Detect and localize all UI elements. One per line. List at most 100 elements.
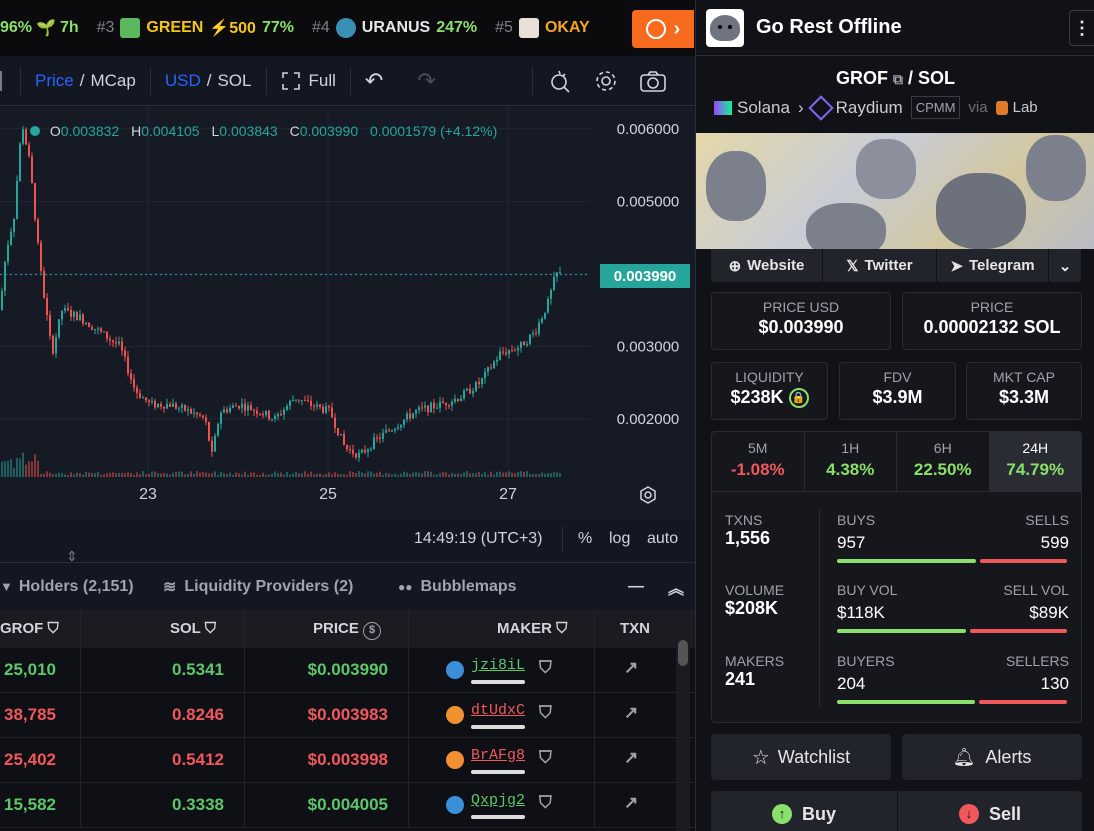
dex-link[interactable]: Raydium	[835, 97, 903, 117]
candle-body	[265, 410, 267, 416]
table-row[interactable]: 15,582 0.3338 $0.004005 Qxpjg2 ⛉ ↗	[0, 783, 695, 828]
redo-icon[interactable]: ↷	[417, 67, 436, 93]
candle-body	[19, 143, 21, 181]
candle-body	[172, 403, 174, 407]
col-maker[interactable]: MAKER ⛉	[497, 620, 568, 637]
filter-icon[interactable]: ⛉	[539, 793, 552, 812]
tab-liquidity-providers[interactable]: ≋ Liquidity Providers (2)	[163, 577, 353, 597]
collapse-icon[interactable]: ︽	[668, 580, 685, 598]
fullscreen-button[interactable]: Full	[281, 71, 336, 91]
table-row[interactable]: 38,785 0.8246 $0.003983 dtUdxC ⛉ ↗	[0, 693, 695, 738]
sol-toggle[interactable]: SOL	[217, 70, 252, 90]
candlestick-chart[interactable]: 0.006000 0.005000 0.003000 0.002000 23 25 27	[0, 107, 695, 520]
undo-icon[interactable]: ↶	[364, 67, 384, 93]
external-link-icon[interactable]: ↗	[624, 658, 639, 677]
drag-handle-icon[interactable]	[0, 70, 6, 91]
volume-bar	[283, 474, 285, 477]
log-scale-toggle[interactable]: log	[609, 530, 631, 547]
col-price[interactable]: PRICE $	[313, 620, 382, 640]
candle-body	[235, 405, 237, 407]
twitter-button[interactable]: 𝕏 Twitter	[823, 249, 937, 282]
maker-avatar-icon	[446, 751, 464, 769]
volume-bar	[40, 473, 42, 477]
mcap-toggle[interactable]: MCap	[90, 70, 136, 90]
filter-icon[interactable]: ⛉	[539, 748, 552, 767]
price-cell: $0.003998	[307, 750, 388, 769]
col-token[interactable]: GROF ⛉	[0, 620, 59, 637]
website-button[interactable]: ⊕ Website	[711, 249, 823, 282]
period-tab-6h[interactable]: 6H 22.50%	[897, 432, 990, 491]
candle-body	[67, 308, 69, 311]
pair-title: GROF ⧉ / SOL	[835, 68, 956, 88]
watchlist-button[interactable]: ☆ Watchlist	[711, 734, 891, 780]
candle-body	[367, 449, 369, 453]
external-link-icon[interactable]: ↗	[624, 703, 639, 722]
more-links-button[interactable]: ⌄	[1049, 249, 1081, 282]
maker-link[interactable]: BrAFg8	[471, 747, 526, 764]
copy-icon[interactable]: ⧉	[892, 71, 903, 87]
volume-bar	[421, 473, 423, 477]
period-tab-24h[interactable]: 24H 74.79%	[989, 432, 1081, 491]
tab-bubblemaps[interactable]: ●● Bubblemaps	[398, 578, 517, 596]
candle-body	[439, 401, 441, 408]
settings-gear-icon[interactable]	[638, 485, 658, 505]
ticker-item[interactable]: 96% 🌱 7h	[0, 18, 79, 38]
maker-link[interactable]: Qxpjg2	[471, 792, 526, 809]
candle-body	[61, 310, 63, 320]
period-tab-5m[interactable]: 5M -1.08%	[712, 432, 805, 491]
filter-icon[interactable]: ⛉	[204, 620, 217, 637]
chain-link[interactable]: Solana	[737, 97, 790, 117]
lock-icon[interactable]: 🔒	[788, 388, 809, 409]
period-tab-1h[interactable]: 1H 4.38%	[805, 432, 897, 491]
percent-scale-toggle[interactable]: %	[578, 530, 593, 547]
maker-link[interactable]: jzi8iL	[471, 657, 526, 674]
volume-bar	[460, 474, 462, 477]
lab-link[interactable]: Lab	[1012, 99, 1038, 116]
magic-search-icon[interactable]	[547, 68, 573, 94]
trades-table: 25,010 0.5341 $0.003990 jzi8iL ⛉ ↗ 38,785 0.824…	[0, 648, 695, 831]
candle-body	[298, 399, 300, 401]
external-link-icon[interactable]: ↗	[624, 748, 639, 767]
sells-label: SELLS	[1025, 512, 1069, 528]
resize-handle-icon[interactable]: ⇕	[66, 548, 78, 564]
candle-body	[502, 351, 504, 353]
candle-body	[85, 323, 87, 325]
filter-icon[interactable]: ⛉	[47, 620, 59, 637]
tab-holders[interactable]: ▼ Holders (2,151)	[0, 578, 134, 596]
filter-icon[interactable]: ⛉	[539, 658, 552, 677]
buy-button[interactable]: ↑ Buy	[711, 791, 897, 831]
filter-icon[interactable]: ⛉	[556, 620, 568, 637]
candle-body	[295, 399, 297, 401]
auto-scale-toggle[interactable]: auto	[647, 530, 679, 547]
ticker-item-green[interactable]: #3 GREEN ⚡500 77%	[97, 18, 294, 38]
ticker-symbol: URANUS	[361, 19, 431, 36]
filter-icon[interactable]: ⛉	[539, 703, 552, 722]
trending-fire-button[interactable]: ›	[632, 10, 694, 48]
alerts-button[interactable]: 🔔︎ Alerts	[902, 734, 1082, 780]
more-menu-button[interactable]: ⋮	[1069, 10, 1094, 46]
scrollbar[interactable]	[676, 612, 690, 831]
col-sol[interactable]: SOL ⛉	[170, 620, 217, 637]
fire-icon	[645, 19, 666, 39]
ticker-item-okay[interactable]: #5 OKAY	[495, 18, 596, 38]
camera-icon[interactable]	[639, 69, 667, 93]
minimize-icon[interactable]: —	[628, 577, 644, 595]
price-chart[interactable]: 0.006000 0.005000 0.003000 0.002000 23 25 27 O…	[0, 107, 695, 520]
usd-toggle[interactable]: USD	[164, 70, 201, 90]
ticker-item-uranus[interactable]: #4 URANUS 247%	[312, 18, 477, 38]
sell-button[interactable]: ↓ Sell	[898, 791, 1082, 831]
volume-bar	[427, 471, 429, 477]
volume-bar	[37, 460, 39, 477]
volume-bar	[496, 471, 498, 477]
candle-body	[106, 331, 108, 339]
table-row[interactable]: 25,402 0.5412 $0.003998 BrAFg8 ⛉ ↗	[0, 738, 695, 783]
table-row[interactable]: 25,010 0.5341 $0.003990 jzi8iL ⛉ ↗	[0, 648, 695, 693]
gear-icon[interactable]	[593, 68, 619, 94]
external-link-icon[interactable]: ↗	[624, 793, 639, 812]
alerts-label: Alerts	[985, 746, 1032, 767]
candle-body	[400, 424, 402, 428]
telegram-button[interactable]: ➤ Telegram	[937, 249, 1049, 282]
maker-link[interactable]: dtUdxC	[471, 702, 526, 719]
price-toggle[interactable]: Price	[35, 70, 74, 90]
scrollbar-thumb[interactable]	[678, 640, 688, 666]
